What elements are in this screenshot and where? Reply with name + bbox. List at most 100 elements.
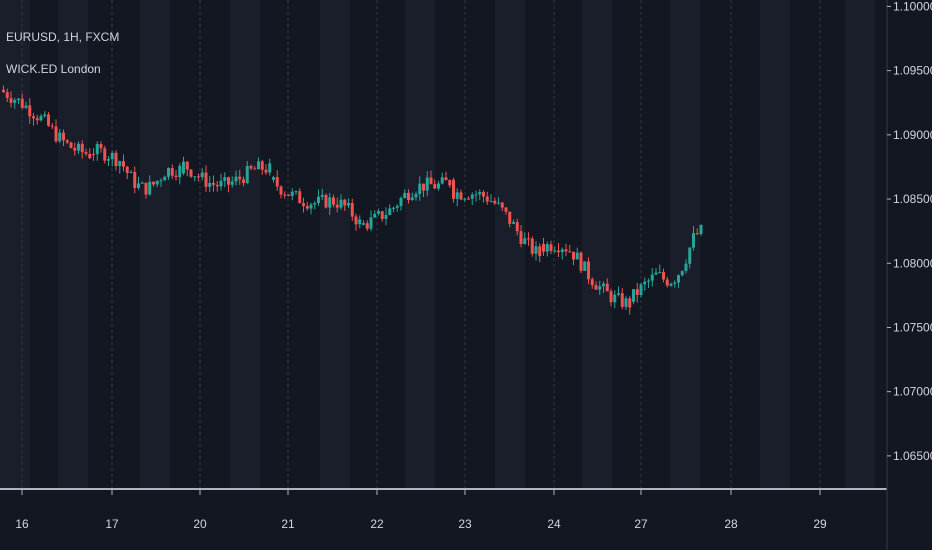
candle-down <box>568 251 572 253</box>
candle-up <box>512 222 515 224</box>
candle-up <box>583 261 587 271</box>
candle-up <box>77 143 80 151</box>
candle-up <box>643 281 647 285</box>
candle-down <box>152 181 155 185</box>
candle-up <box>110 152 114 160</box>
candle-up <box>245 165 249 183</box>
candle-down <box>84 152 88 154</box>
candle-down <box>242 179 245 183</box>
candle-down <box>302 203 305 206</box>
candle-down <box>515 222 519 232</box>
candle-down <box>2 89 5 93</box>
chart-legend: EURUSD, 1H, FXCM WICK.ED London <box>6 28 119 78</box>
candle-up <box>328 197 332 208</box>
session-band <box>0 0 30 488</box>
candle-down <box>122 161 125 167</box>
candle-down <box>215 184 219 187</box>
candle-down <box>253 168 257 170</box>
y-tick-label: 1.08000 <box>893 256 932 270</box>
candle-down <box>482 192 485 197</box>
candle-up <box>13 100 17 103</box>
candle-down <box>500 202 504 208</box>
candle-down <box>32 116 35 119</box>
candle-up <box>129 171 133 173</box>
y-tick-label: 1.07500 <box>893 320 932 334</box>
candle-down <box>189 169 193 177</box>
candle-down <box>249 165 253 169</box>
candle-down <box>35 118 39 121</box>
session-band <box>58 0 88 488</box>
candle-down <box>519 231 523 244</box>
candle-up <box>399 198 403 206</box>
candle-down <box>54 126 58 142</box>
candle-up <box>347 203 350 206</box>
candle-down <box>695 233 699 235</box>
candle-down <box>635 289 639 296</box>
candle-down <box>332 197 335 205</box>
x-tick-label: 16 <box>15 517 29 531</box>
candle-down <box>504 207 508 212</box>
candle-up <box>200 172 204 178</box>
candle-up <box>178 165 182 178</box>
candle-down <box>433 184 437 189</box>
candle-down <box>185 161 189 170</box>
candle-down <box>283 194 287 196</box>
candle-up <box>613 294 617 303</box>
candle-down <box>69 142 73 149</box>
candle-down <box>549 244 553 252</box>
x-tick-label: 29 <box>813 517 827 531</box>
x-tick-label: 22 <box>370 517 384 531</box>
candle-up <box>470 194 474 199</box>
candle-down <box>590 279 594 286</box>
candle-down <box>5 92 9 99</box>
candle-down <box>227 177 230 185</box>
candle-down <box>335 204 339 208</box>
candle-down <box>279 186 283 195</box>
candle-down <box>324 194 328 208</box>
candle-down <box>174 175 178 178</box>
symbol-label[interactable]: EURUSD, 1H, FXCM <box>6 30 120 44</box>
x-tick-label: 27 <box>634 517 648 531</box>
candle-down <box>538 246 542 257</box>
candle-up <box>560 249 564 253</box>
session-band <box>845 0 875 488</box>
candle-up <box>234 176 238 182</box>
candle-up <box>478 192 482 195</box>
candle-up <box>497 202 500 204</box>
candle-up <box>523 238 527 244</box>
candle-up <box>463 198 467 200</box>
candle-up <box>294 191 298 193</box>
candle-up <box>617 293 620 295</box>
candle-down <box>594 285 598 290</box>
candle-up <box>677 275 680 283</box>
candle-down <box>628 298 632 308</box>
candle-down <box>609 291 613 303</box>
candle-down <box>350 203 354 217</box>
candle-up <box>163 176 167 181</box>
candle-up <box>673 282 677 284</box>
y-tick-label: 1.06500 <box>893 449 932 463</box>
candle-up <box>418 183 422 195</box>
candle-down <box>452 179 455 199</box>
candle-up <box>362 223 365 225</box>
candle-down <box>80 143 84 153</box>
candle-up <box>684 263 688 272</box>
candle-down <box>212 182 215 185</box>
candle-down <box>92 154 95 156</box>
candle-down <box>444 177 448 181</box>
candle-up <box>95 144 99 155</box>
candle-up <box>474 194 478 196</box>
candle-up <box>455 192 459 199</box>
candle-up <box>624 298 628 307</box>
candle-up <box>414 194 418 198</box>
candle-up <box>167 168 170 177</box>
session-band <box>760 0 790 488</box>
indicator-label[interactable]: WICK.ED London <box>6 62 101 76</box>
candle-down <box>620 293 624 307</box>
candle-up <box>43 114 47 117</box>
y-tick-label: 1.09500 <box>893 64 932 78</box>
candle-down <box>197 176 200 178</box>
candle-down <box>530 238 534 254</box>
